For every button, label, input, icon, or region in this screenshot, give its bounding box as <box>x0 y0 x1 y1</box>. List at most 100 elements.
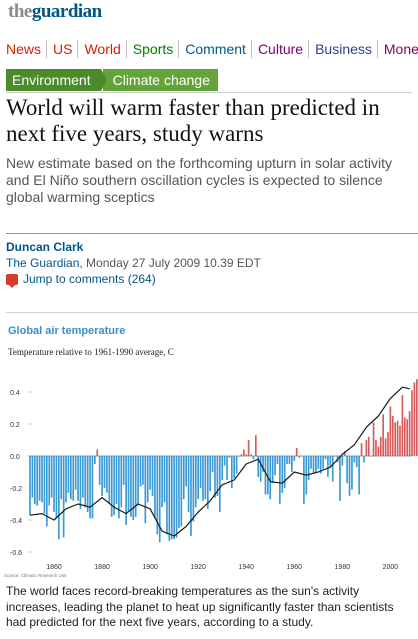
temperature-bar <box>38 456 41 501</box>
divider <box>6 92 412 93</box>
temperature-bar <box>65 456 67 503</box>
temperature-bar <box>166 456 168 535</box>
temperature-bar <box>122 456 125 485</box>
logo-the: the <box>8 1 32 22</box>
x-tick-label: 1880 <box>94 564 110 571</box>
temperature-bar <box>310 456 312 469</box>
byline-author[interactable]: Duncan Clark <box>6 240 84 254</box>
nav-culture[interactable]: Culture <box>250 40 308 58</box>
temperature-bar <box>264 456 267 495</box>
temperature-bar <box>334 456 336 457</box>
temperature-bar <box>411 390 413 456</box>
temperature-bar <box>394 422 397 456</box>
guardian-logo[interactable]: theguardian <box>8 1 102 23</box>
temperature-bar <box>70 456 72 500</box>
temperature-bar <box>242 449 245 456</box>
temperature-bar <box>96 449 99 456</box>
temperature-bar <box>48 456 51 506</box>
temperature-bar <box>298 456 300 458</box>
temperature-bar <box>180 456 183 527</box>
temperature-bar <box>331 456 334 482</box>
publication-meta: The Guardian, Monday 27 July 2009 10.39 … <box>6 256 261 270</box>
x-tick-label: 1900 <box>142 564 158 571</box>
temperature-bar <box>134 456 137 517</box>
temperature-bar <box>144 456 147 524</box>
temperature-bar <box>322 456 324 469</box>
nav-news[interactable]: News <box>6 41 42 57</box>
temperature-bar <box>307 456 310 480</box>
temperature-bar <box>223 456 226 466</box>
temperature-bar <box>269 456 272 500</box>
temperature-bar <box>295 448 298 456</box>
temperature-bar <box>74 456 77 490</box>
breadcrumb-environment[interactable]: Environment <box>6 69 107 91</box>
temperature-bar <box>79 456 82 509</box>
publication-date: , Monday 27 July 2009 10.39 EDT <box>79 256 261 270</box>
temperature-bar <box>36 456 39 506</box>
x-tick-label: 1860 <box>46 564 62 571</box>
x-tick-label: 2000 <box>383 564 399 571</box>
temperature-bar <box>204 456 207 500</box>
temperature-bar <box>351 456 353 490</box>
temperature-bar <box>41 456 43 503</box>
y-tick-label: 0.4 <box>10 390 20 397</box>
temperature-bar <box>384 438 387 456</box>
headline: World will warm faster than predicted in… <box>6 95 380 146</box>
temperature-bar <box>197 456 200 500</box>
nav-money[interactable]: Money <box>376 40 418 58</box>
temperature-bar <box>151 456 154 496</box>
temperature-bar <box>84 456 87 508</box>
temperature-bar <box>43 456 46 514</box>
temperature-bar <box>221 456 224 480</box>
temperature-bar <box>199 456 202 488</box>
x-tick-label: 1980 <box>335 564 351 571</box>
temperature-bar <box>120 456 123 508</box>
temperature-bar <box>291 456 293 472</box>
y-tick-label: 0.2 <box>10 422 20 429</box>
temperature-bar <box>312 456 315 474</box>
temperature-bar <box>367 436 370 456</box>
temperature-bar <box>267 456 269 495</box>
temperature-bar <box>382 414 385 456</box>
temperature-bar <box>103 456 106 488</box>
nav-business[interactable]: Business <box>308 40 377 58</box>
temperature-bar <box>343 451 346 456</box>
comment-icon <box>6 274 18 288</box>
temperature-bar <box>72 456 75 501</box>
temperature-bar <box>315 456 317 472</box>
temperature-bar <box>182 456 185 500</box>
nav-us[interactable]: US <box>46 40 77 58</box>
temperature-bar <box>156 456 159 535</box>
temperature-bar <box>262 456 264 472</box>
temperature-bar <box>175 456 178 538</box>
jump-to-comments-link[interactable]: Jump to comments (264) <box>6 272 156 288</box>
temperature-bar <box>118 456 120 519</box>
temperature-bar <box>358 456 360 495</box>
temperature-bar <box>91 456 94 519</box>
nav-world[interactable]: World <box>77 40 125 58</box>
x-tick-label: 1940 <box>238 564 254 571</box>
temperature-bar <box>163 456 166 503</box>
breadcrumb: Environment Climate change <box>6 69 218 91</box>
temperature-bar <box>132 456 135 520</box>
temperature-bar <box>98 456 101 485</box>
temperature-bar <box>396 420 399 456</box>
temperature-bar <box>240 454 243 456</box>
temperature-bar <box>406 419 409 456</box>
temperature-bar <box>279 456 281 504</box>
temperature-bar <box>281 456 284 493</box>
breadcrumb-climate-change[interactable]: Climate change <box>102 69 218 91</box>
temperature-bar <box>286 456 288 464</box>
temperature-bar <box>226 456 228 480</box>
temperature-bar <box>245 454 248 456</box>
temperature-bar <box>391 416 394 456</box>
nav-sports[interactable]: Sports <box>125 40 178 58</box>
chart-source: Source: Climatic Research Unit <box>4 573 67 578</box>
temperature-bar <box>60 456 63 500</box>
temperature-bar <box>154 456 156 519</box>
temperature-bar <box>125 456 127 525</box>
temperature-bar <box>303 456 305 504</box>
temperature-bar <box>250 454 252 456</box>
nav-comment[interactable]: Comment <box>178 40 251 58</box>
source-link[interactable]: The Guardian <box>6 256 80 270</box>
